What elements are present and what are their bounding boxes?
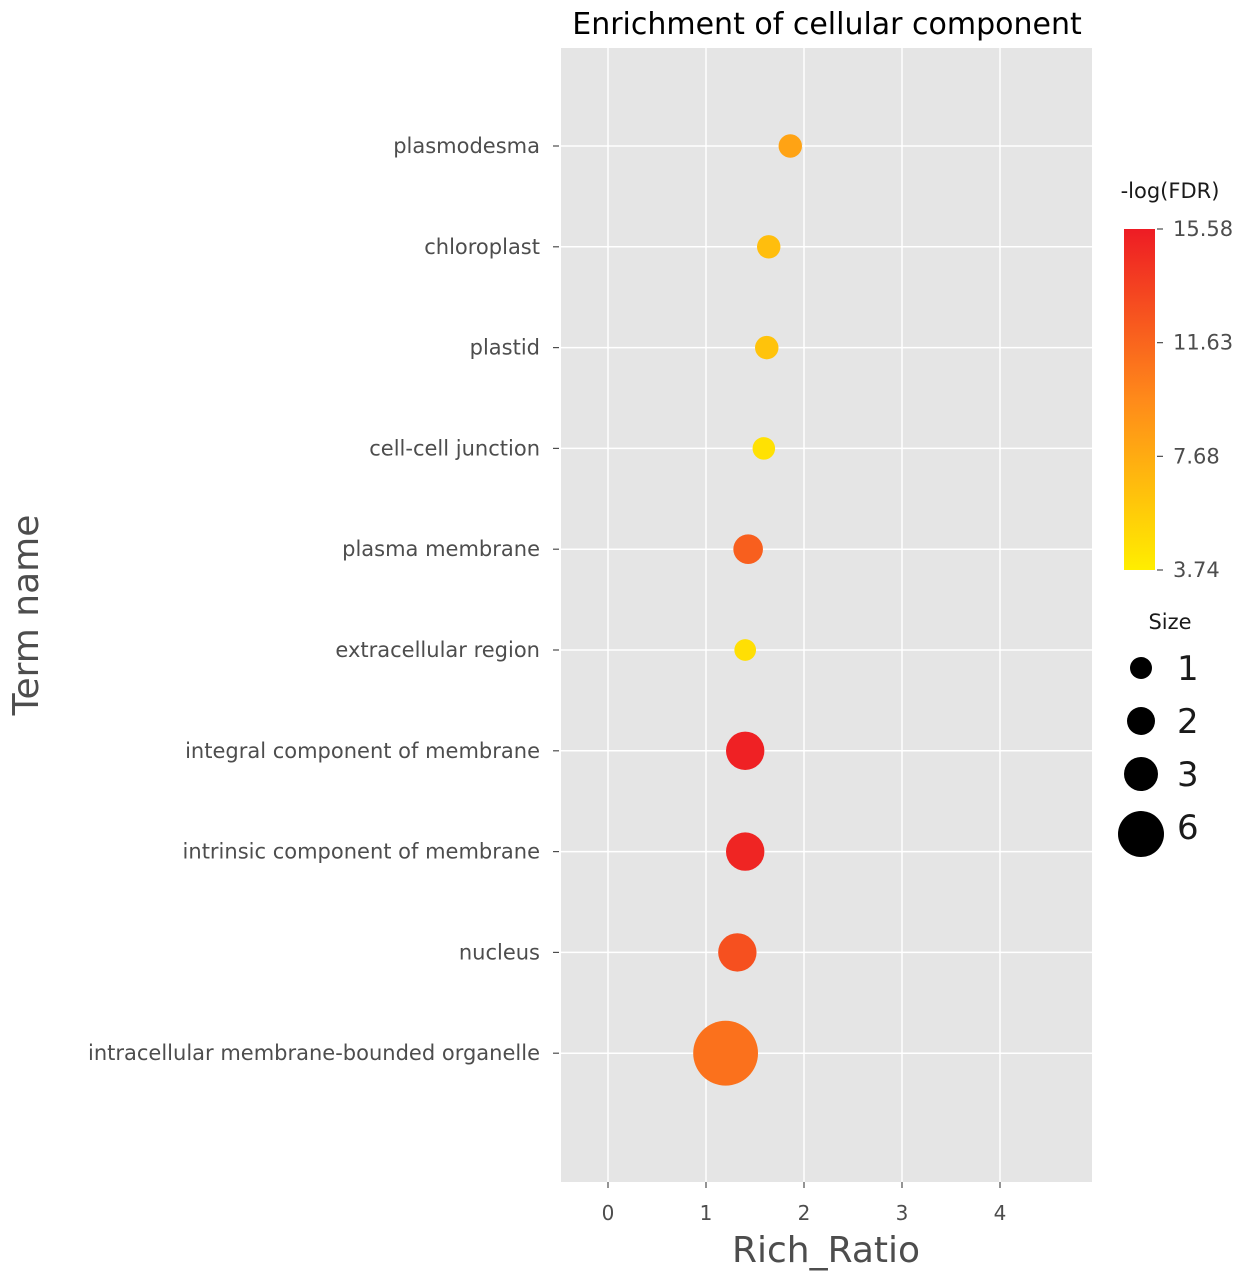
- colorbar-tick-label: 7.68: [1173, 444, 1220, 468]
- data-points: [693, 134, 803, 1086]
- data-point: [757, 235, 781, 259]
- colorbar-tick-label: 15.58: [1173, 217, 1233, 241]
- y-tick-label: plastid: [470, 336, 540, 360]
- size-legend: Size 1 2 3 6: [1118, 610, 1199, 857]
- size-legend-items: 1 2 3 6: [1118, 649, 1199, 857]
- x-tick-label: 4: [994, 1201, 1007, 1225]
- y-tick-label: integral component of membrane: [185, 739, 540, 763]
- data-point: [752, 437, 776, 460]
- colorbar-gradient: [1124, 229, 1155, 570]
- y-tick-label: intrinsic component of membrane: [183, 840, 540, 864]
- data-point: [734, 639, 757, 661]
- colorbar-ticks: 15.58 11.63 7.68 3.74: [1157, 217, 1233, 582]
- colorbar-title: -log(FDR): [1121, 179, 1220, 203]
- y-tick-label: chloroplast: [424, 235, 540, 259]
- x-tick-label: 2: [798, 1201, 811, 1225]
- y-tick-label: nucleus: [459, 940, 540, 964]
- data-point: [718, 933, 757, 972]
- colorbar-tick-label: 11.63: [1173, 331, 1233, 355]
- size-legend-label: 1: [1177, 649, 1199, 689]
- y-tick-label: intracellular membrane-bounded organelle: [88, 1041, 540, 1065]
- data-point: [755, 335, 779, 360]
- size-legend-label: 3: [1177, 755, 1199, 795]
- size-legend-title: Size: [1148, 610, 1191, 634]
- data-point: [726, 731, 765, 770]
- x-axis-ticks: 0 1 2 3 4: [602, 1182, 1007, 1225]
- x-tick-label: 0: [602, 1201, 615, 1225]
- size-legend-dot: [1124, 757, 1158, 791]
- chart-title: Enrichment of cellular component: [572, 7, 1082, 42]
- y-axis-title: Term name: [6, 515, 47, 717]
- x-axis-title: Rich_Ratio: [732, 1230, 920, 1271]
- size-legend-label: 2: [1177, 702, 1199, 742]
- x-tick-label: 3: [896, 1201, 909, 1225]
- x-tick-label: 1: [700, 1201, 713, 1225]
- size-legend-dot: [1127, 707, 1155, 735]
- data-point: [778, 134, 803, 158]
- y-tick-label: plasma membrane: [342, 537, 540, 561]
- colorbar-tick-label: 3.74: [1173, 558, 1220, 582]
- y-tick-label: extracellular region: [335, 638, 540, 662]
- plot-panel: [561, 48, 1092, 1182]
- data-point: [726, 832, 765, 871]
- y-tick-label: plasmodesma: [393, 134, 540, 158]
- size-legend-dot: [1118, 811, 1164, 857]
- y-tick-label: cell-cell junction: [369, 436, 540, 460]
- size-legend-dot: [1130, 657, 1152, 679]
- colorbar-legend: -log(FDR) 15.58 11.63 7.68 3.74: [1121, 179, 1234, 582]
- size-legend-label: 6: [1177, 808, 1199, 848]
- data-point: [733, 534, 763, 564]
- grid-lines: [561, 48, 1092, 1182]
- y-axis-ticks: plasmodesma chloroplast plastid cell-cell j…: [88, 134, 559, 1065]
- data-point: [693, 1020, 758, 1086]
